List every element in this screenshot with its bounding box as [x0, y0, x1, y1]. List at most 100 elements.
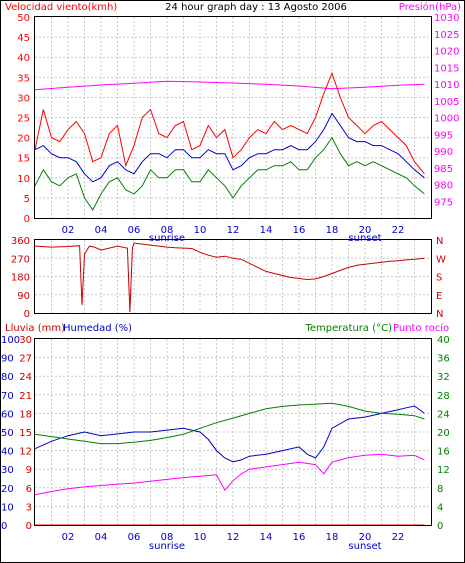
series-line-p3-1 — [34, 453, 425, 496]
temperature-tick-label: 24 — [437, 409, 450, 420]
pressure-tick-label: 975 — [434, 197, 453, 208]
wind-tick-label: 50 — [17, 13, 30, 24]
x-tick-label: 02 — [62, 532, 75, 543]
rain-tick-label: 21 — [19, 391, 32, 402]
x-tick-label: 12 — [227, 225, 240, 236]
compass-label: E — [436, 291, 442, 302]
humidity-tick-label: 10 — [1, 502, 14, 513]
x-tick-label: 20 — [359, 225, 372, 236]
compass-label: N — [436, 236, 443, 247]
x-tick-label: 18 — [326, 225, 339, 236]
rain-tick-label: 15 — [19, 428, 32, 439]
x-tick-label: 20 — [359, 532, 372, 543]
pressure-tick-label: 1005 — [434, 97, 459, 108]
rain-tick-label: 18 — [19, 409, 32, 420]
pressure-axis-label: Presión(hPa) — [399, 1, 461, 13]
temperature-tick-label: 28 — [437, 391, 450, 402]
x-tick-label: 10 — [194, 225, 207, 236]
x-tick-label: 22 — [392, 532, 405, 543]
rain-tick-label: 0 — [26, 521, 32, 532]
pressure-tick-label: 990 — [434, 147, 453, 158]
rain-tick-label: 30 — [19, 335, 32, 346]
pressure-tick-label: 1015 — [434, 63, 459, 74]
x-tick-label: 16 — [293, 532, 306, 543]
temperature-tick-label: 36 — [437, 354, 450, 365]
chart-title: 24 hour graph day : 13 Agosto 2006 — [165, 2, 347, 13]
temperature-tick-label: 20 — [437, 428, 450, 439]
temperature-tick-label: 4 — [437, 502, 443, 513]
direction-tick-label: 360 — [11, 236, 30, 247]
x-tick-label: 06 — [128, 225, 141, 236]
rain-axis-label: Lluvia (mm) — [5, 323, 65, 334]
wind-tick-label: 20 — [17, 134, 30, 145]
wind-tick-label: 5 — [24, 194, 30, 205]
pressure-tick-label: 1000 — [434, 114, 459, 125]
humidity-tick-label: 20 — [1, 484, 14, 495]
humidity-axis-label: Humedad (%) — [63, 323, 132, 334]
humidity-tick-label: 80 — [1, 372, 14, 383]
rain-tick-label: 24 — [19, 372, 32, 383]
series-line-p3-2 — [34, 405, 425, 463]
humidity-tick-label: 0 — [1, 521, 7, 532]
pressure-tick-label: 1025 — [434, 30, 459, 41]
direction-tick-label: 270 — [11, 254, 30, 265]
series-line-p1-0 — [34, 80, 425, 91]
humidity-tick-label: 60 — [1, 409, 14, 420]
rain-tick-label: 3 — [26, 502, 32, 513]
pressure-tick-label: 1010 — [434, 80, 459, 91]
series-line-p3-3 — [34, 402, 425, 445]
series-line-p2-0 — [34, 242, 425, 313]
x-tick-label: 22 — [392, 225, 405, 236]
panel2-frame — [34, 239, 432, 314]
x-tick-label: 10 — [194, 532, 207, 543]
humidity-tick-label: 30 — [1, 465, 14, 476]
compass-label: N — [436, 309, 443, 320]
x-annotation-sunrise: sunrise — [149, 541, 185, 552]
series-line-p1-2 — [34, 112, 425, 183]
x-tick-label: 06 — [128, 532, 141, 543]
humidity-tick-label: 50 — [1, 428, 14, 439]
wind-tick-label: 25 — [17, 114, 30, 125]
pressure-tick-label: 1030 — [434, 13, 459, 24]
x-tick-label: 08 — [161, 225, 174, 236]
x-tick-label: 14 — [260, 225, 273, 236]
x-annotation-sunrise: sunrise — [149, 233, 185, 244]
x-annotation-sunset: sunset — [348, 233, 381, 244]
temperature-tick-label: 32 — [437, 372, 450, 383]
x-tick-label: 16 — [293, 225, 306, 236]
humidity-tick-label: 70 — [1, 391, 14, 402]
wind-axis-label: Velocidad viento(kmh) — [5, 2, 117, 13]
series-line-p1-3 — [34, 136, 425, 211]
rain-tick-label: 9 — [26, 465, 32, 476]
pressure-tick-label: 985 — [434, 164, 453, 175]
humidity-tick-label: 90 — [1, 354, 14, 365]
x-tick-label: 14 — [260, 532, 273, 543]
direction-tick-label: 180 — [11, 273, 30, 284]
humidity-tick-label: 100 — [1, 335, 20, 346]
wind-tick-label: 30 — [17, 93, 30, 104]
wind-tick-label: 0 — [24, 214, 30, 225]
wind-tick-label: 10 — [17, 174, 30, 185]
temperature-tick-label: 40 — [437, 335, 450, 346]
temperature-tick-label: 8 — [437, 484, 443, 495]
x-tick-label: 08 — [161, 532, 174, 543]
rain-tick-label: 12 — [19, 447, 32, 458]
x-annotation-sunset: sunset — [348, 541, 381, 552]
rain-tick-label: 6 — [26, 484, 32, 495]
temperature-tick-label: 12 — [437, 465, 450, 476]
dewpoint-axis-label: Punto rocío — [393, 322, 449, 334]
wind-tick-label: 35 — [17, 73, 30, 84]
wind-tick-label: 45 — [17, 33, 30, 44]
temperature-axis-label: Temperatura (°C) — [304, 323, 392, 334]
x-tick-label: 12 — [227, 532, 240, 543]
direction-tick-label: 90 — [17, 291, 30, 302]
panel1-frame — [34, 16, 432, 219]
pressure-tick-label: 995 — [434, 130, 453, 141]
humidity-tick-label: 40 — [1, 447, 14, 458]
direction-tick-label: 0 — [24, 309, 30, 320]
series-line-p1-1 — [34, 71, 425, 175]
temperature-tick-label: 16 — [437, 447, 450, 458]
compass-label: W — [436, 254, 446, 265]
